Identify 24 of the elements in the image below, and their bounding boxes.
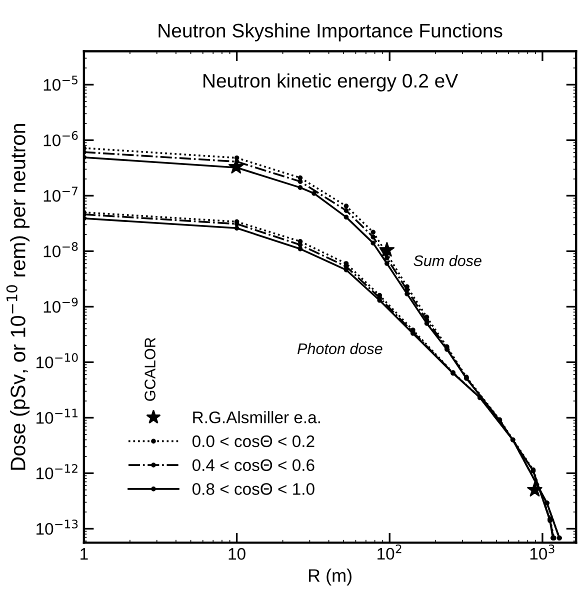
y-tick-label: 10$^{−13}$ <box>36 520 78 535</box>
y-tick-label: 10$^{−10}$ <box>36 353 78 368</box>
annotation: Sum dose <box>414 254 482 266</box>
legend-label: 0.4 < cosΘ < 0.6 <box>192 459 314 472</box>
y-tick-label: 10$^{−9}$ <box>44 298 78 313</box>
legend-label: 0.0 < cosΘ < 0.2 <box>192 435 314 448</box>
x-tick-label: 1 <box>80 548 88 560</box>
x-axis-title: R (m) <box>308 568 352 586</box>
x-tick-label: 10$^{3}$ <box>530 544 554 560</box>
chart-title: Neutron Skyshine Importance Functions <box>158 23 502 42</box>
annotation: GCALOR <box>144 338 156 401</box>
y-tick-label: 10$^{−8}$ <box>44 242 78 258</box>
x-tick-label: 10 <box>228 548 246 560</box>
y-tick-label: 10$^{−7}$ <box>44 186 78 202</box>
annotation: Photon dose <box>298 342 382 354</box>
y-tick-label: 10$^{−6}$ <box>44 131 78 146</box>
y-tick-label: 10$^{−12}$ <box>36 464 78 480</box>
text: Neutron kinetic energy 0.2 eV <box>204 73 458 92</box>
legend-label: 0.8 < cosΘ < 1.0 <box>192 483 314 495</box>
y-tick-label: 10$^{−5}$ <box>44 76 78 91</box>
y-tick-label: 10$^{−11}$ <box>36 408 78 424</box>
legend-label: R.G.Alsmiller e.a. <box>193 411 320 424</box>
y-axis-title: Dose (pSv, or 10$^{−10}$ rem) per neutron <box>6 124 30 470</box>
x-tick-label: 10$^{2}$ <box>378 544 402 560</box>
